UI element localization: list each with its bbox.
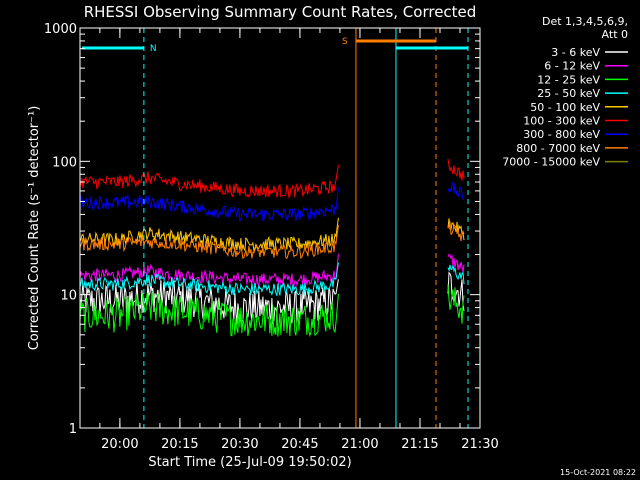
series-line-0 (79, 279, 339, 325)
legend-entry-label: 7000 - 15000 keV (502, 156, 600, 169)
legend-entry-label: 3 - 6 keV (551, 46, 600, 59)
y-tick-label: 10 (60, 289, 77, 304)
y-axis-label: Corrected Count Rate (s⁻¹ detector⁻¹) (27, 106, 42, 351)
legend-entry-label: 6 - 12 keV (544, 60, 600, 73)
legend-entry-label: 100 - 300 keV (523, 115, 600, 128)
x-axis-label: Start Time (25-Jul-09 19:50:02) (148, 455, 351, 470)
series-line-segment2-6 (447, 180, 465, 201)
flag-label: S (342, 37, 348, 47)
series-line-segment2-2 (447, 284, 465, 324)
series-line-segment2-3 (447, 264, 465, 285)
series-line-7 (79, 224, 339, 260)
series-line-segment2-0 (447, 271, 465, 311)
x-tick-label: 21:00 (341, 437, 378, 452)
series-line-segment2-1 (447, 253, 465, 273)
legend-title: Det 1,3,4,5,6,9, (542, 15, 628, 28)
flag-label: N (150, 44, 157, 54)
chart-title: RHESSI Observing Summary Count Rates, Co… (84, 3, 477, 21)
series-line-3 (79, 262, 339, 296)
overlay-lines: NS (79, 28, 469, 428)
series-line-segment2-5 (447, 158, 465, 181)
y-tick-label: 100 (52, 155, 77, 170)
legend-entry-label: 300 - 800 keV (523, 128, 600, 141)
legend-entry-label: 800 - 7000 keV (516, 142, 600, 155)
x-tick-label: 20:30 (221, 437, 258, 452)
x-tick-label: 20:15 (161, 437, 198, 452)
x-tick-label: 21:30 (461, 437, 498, 452)
series-line-5 (79, 164, 339, 199)
legend-entry-label: 25 - 50 keV (537, 87, 600, 100)
legend-entry-label: 12 - 25 keV (537, 73, 600, 86)
y-tick-label: 1000 (44, 22, 77, 37)
legend-title: Att 0 (602, 28, 628, 41)
y-tick-label: 1 (69, 422, 77, 437)
series-line-2 (79, 291, 339, 338)
footer-timestamp: 15-Oct-2021 08:22 (560, 468, 636, 477)
x-tick-label: 20:00 (101, 437, 138, 452)
plot-area (79, 158, 465, 338)
x-tick-label: 20:45 (281, 437, 318, 452)
axes: 1 10 100 1000 20:00 20:15 20:30 20:45 21:00 21:15… (44, 22, 499, 452)
legend-entry-label: 50 - 100 keV (530, 101, 600, 114)
x-tick-label: 21:15 (401, 437, 438, 452)
series-line-segment2-7 (447, 221, 465, 242)
series-line-6 (79, 187, 339, 222)
